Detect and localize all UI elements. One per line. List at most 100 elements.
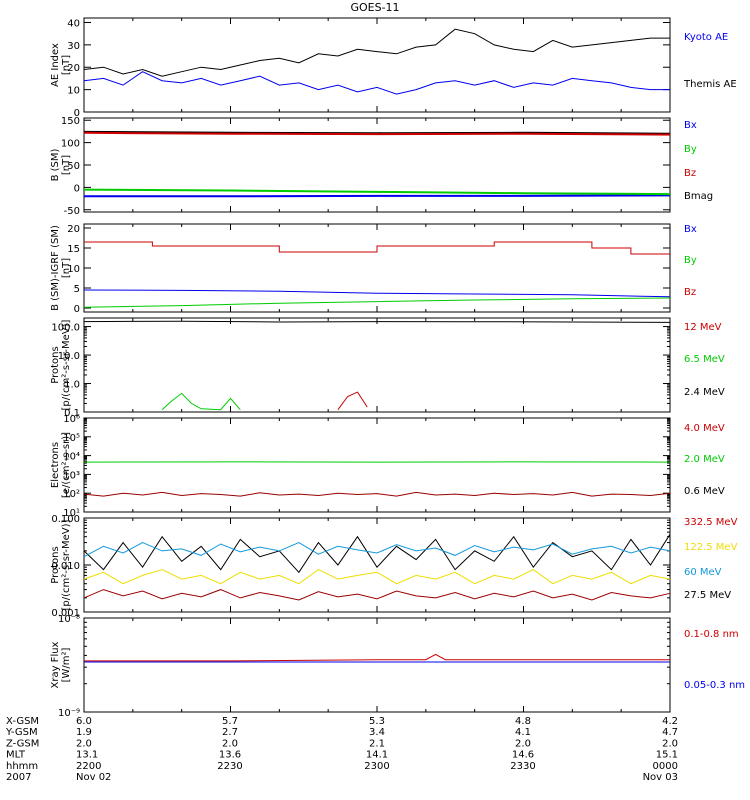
plot-title: GOES-11	[350, 1, 399, 14]
time-axis-value: 2330	[510, 761, 535, 772]
time-axis-value: 2300	[364, 761, 389, 772]
panel-frame	[83, 617, 671, 713]
time-axis-row-label: Z-GSM	[6, 738, 39, 749]
y-tick-label: 1.0	[64, 380, 80, 391]
time-axis-value: 2.0	[515, 738, 531, 749]
legend-label: 332.5 MeV	[684, 517, 738, 528]
time-axis-value: 2.0	[662, 738, 678, 749]
y-tick-label: 10	[67, 264, 80, 275]
series-line	[83, 188, 671, 196]
y-axis-label: B (SM)	[50, 148, 61, 181]
series-line	[161, 392, 241, 411]
legend-label: 27.5 MeV	[684, 590, 731, 601]
time-axis-value: 3.4	[369, 727, 385, 738]
time-axis-value: 15.1	[656, 750, 678, 761]
y-axis-label: Protons	[50, 546, 61, 583]
y-tick-label: 100.0	[51, 323, 80, 334]
time-axis-value: 2.0	[76, 738, 92, 749]
legend-label: 6.5 MeV	[684, 354, 725, 365]
time-axis-value: 5.7	[222, 716, 238, 727]
y-tick-label: -50	[64, 206, 80, 217]
series-line	[83, 289, 671, 298]
series-line	[83, 534, 671, 574]
time-axis-value: 2.7	[222, 727, 238, 738]
y-tick-label: 10	[67, 86, 80, 97]
time-axis-value: 1.9	[76, 727, 92, 738]
y-tick-label: 5	[74, 284, 80, 295]
legend-label: 0.1-0.8 nm	[684, 629, 739, 640]
y-axis-label: [p/(cm²-s-sr-MeV)]	[61, 319, 72, 410]
y-axis-label: AE Index	[50, 43, 61, 87]
time-axis-value: 0000	[653, 761, 678, 772]
panel-frame	[83, 17, 671, 113]
y-tick-label: 0	[74, 183, 80, 194]
legend-label: Bx	[684, 120, 697, 131]
time-axis-value: 14.6	[512, 750, 534, 761]
y-axis-label: [e/(cm²-s-sr)]	[61, 432, 72, 498]
legend-label: Bx	[684, 224, 697, 235]
y-tick-label: 10⁻⁸	[58, 614, 80, 625]
time-axis-value: Nov 02	[76, 772, 111, 783]
y-tick-label: 40	[67, 18, 80, 29]
y-tick-label: 0.010	[51, 561, 80, 572]
time-axis-value: 13.1	[76, 750, 98, 761]
y-tick-label: 10⁵	[63, 433, 80, 444]
y-tick-label: 0.1	[64, 408, 80, 419]
series-line	[83, 320, 671, 323]
y-axis-label: Electrons	[50, 442, 61, 488]
time-axis-value: 4.7	[662, 727, 678, 738]
legend-label: By	[684, 255, 697, 266]
time-axis-value: 2200	[76, 761, 101, 772]
time-axis-value: 2.1	[369, 738, 385, 749]
legend-label: 60 MeV	[684, 567, 722, 578]
y-axis-label: [nT]	[61, 155, 72, 175]
legend-label: 2.0 MeV	[684, 454, 725, 465]
legend-label: Kyoto AE	[684, 32, 728, 43]
legend-label: Themis AE	[683, 79, 737, 90]
time-axis-value: 6.0	[76, 716, 92, 727]
panel-frame	[83, 317, 671, 413]
series-line	[83, 569, 671, 585]
time-axis-row-label: 2007	[6, 772, 31, 783]
y-tick-label: 10.0	[58, 351, 80, 362]
legend-label: 122.5 MeV	[684, 542, 738, 553]
legend-label: Bz	[684, 287, 696, 298]
series-line	[83, 542, 671, 558]
y-tick-label: 20	[67, 63, 80, 74]
y-tick-label: 100	[61, 139, 80, 150]
series-line	[83, 297, 671, 308]
time-axis-value: 4.1	[515, 727, 531, 738]
time-axis-row-label: X-GSM	[6, 716, 39, 727]
time-axis-row-label: hhmm	[6, 761, 38, 772]
panel-frame	[83, 417, 671, 513]
series-line	[84, 241, 670, 255]
series-line	[83, 71, 670, 95]
legend-label: Bz	[684, 168, 696, 179]
legend-label: Bmag	[684, 191, 713, 202]
y-tick-label: 0.001	[51, 608, 80, 619]
y-axis-label: Protons	[50, 346, 61, 383]
time-axis-value: 4.2	[662, 716, 678, 727]
y-tick-label: 10⁴	[63, 452, 80, 463]
y-tick-label: 20	[67, 224, 80, 235]
time-axis-value: 2230	[217, 761, 242, 772]
legend-label: 12 MeV	[684, 322, 722, 333]
time-axis-value: 2.0	[222, 738, 238, 749]
y-tick-label: 10¹	[63, 508, 80, 519]
y-tick-label: 10⁶	[63, 414, 80, 425]
series-line	[84, 194, 671, 198]
series-line	[83, 28, 670, 77]
series-line	[83, 589, 671, 601]
y-tick-label: 150	[61, 116, 80, 127]
time-axis-value: 4.8	[515, 716, 531, 727]
legend-label: 4.0 MeV	[684, 423, 725, 434]
y-axis-label: [nT]	[61, 55, 72, 75]
y-tick-label: 30	[67, 41, 80, 52]
y-tick-label: 10³	[63, 470, 80, 481]
y-axis-label: B (SM)-IGRF (SM)	[50, 225, 61, 311]
y-tick-label: 0	[74, 108, 80, 119]
y-axis-label: [p/(cm²-s-sr-MeV)]	[61, 519, 72, 610]
time-axis-row-label: Y-GSM	[5, 727, 38, 738]
y-tick-label: 0	[74, 304, 80, 315]
